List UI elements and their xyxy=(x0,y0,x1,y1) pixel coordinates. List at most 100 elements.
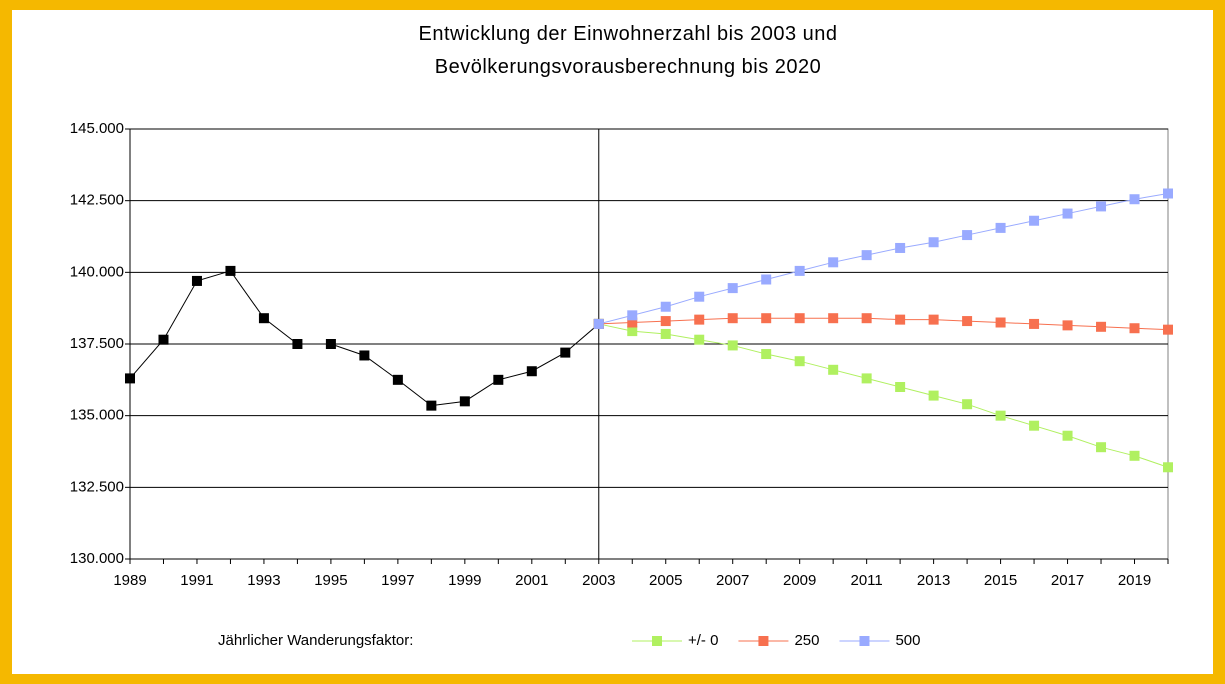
data-point xyxy=(158,334,169,345)
data-point xyxy=(325,339,336,349)
data-point xyxy=(392,374,403,385)
data-point xyxy=(694,314,705,325)
data-point xyxy=(895,242,906,253)
data-point xyxy=(727,313,738,324)
y-tick-label: 130.000 xyxy=(70,550,124,567)
data-point xyxy=(1129,194,1140,205)
data-point xyxy=(861,313,872,324)
data-point xyxy=(627,310,638,321)
data-point xyxy=(1129,450,1140,461)
series-line xyxy=(598,323,1169,468)
x-tick-label: 2011 xyxy=(851,572,883,589)
data-point xyxy=(928,390,939,401)
x-tick-label: 2007 xyxy=(716,572,749,589)
data-point xyxy=(660,301,671,312)
data-point xyxy=(627,326,638,337)
x-tick-label: 1999 xyxy=(448,572,481,589)
data-point xyxy=(694,334,705,345)
data-point xyxy=(962,399,973,410)
data-point xyxy=(962,230,973,241)
data-point xyxy=(1096,321,1107,332)
data-point xyxy=(828,257,839,268)
data-point xyxy=(995,222,1006,233)
x-tick-label: 1989 xyxy=(113,572,146,589)
x-tick-label: 2017 xyxy=(1051,572,1084,589)
y-tick-label: 142.500 xyxy=(70,192,124,209)
data-point xyxy=(828,364,839,375)
data-point xyxy=(292,339,303,349)
data-point xyxy=(593,318,604,329)
data-point xyxy=(258,313,269,324)
y-tick-label: 135.000 xyxy=(70,407,124,424)
data-point xyxy=(962,316,973,327)
data-point xyxy=(794,313,805,324)
data-point xyxy=(995,410,1006,421)
data-point xyxy=(761,313,772,324)
data-point xyxy=(1129,323,1140,334)
data-point xyxy=(660,328,671,339)
data-point xyxy=(995,317,1006,328)
data-point xyxy=(1163,188,1173,199)
data-point xyxy=(125,373,135,384)
chart-title: Entwicklung der Einwohnerzahl bis 2003 u… xyxy=(418,23,838,78)
x-tick-label: 1993 xyxy=(247,572,280,589)
data-point xyxy=(794,265,805,276)
data-point xyxy=(191,275,202,286)
x-tick-label: 2019 xyxy=(1118,572,1151,589)
legend-marker xyxy=(859,636,870,646)
data-point xyxy=(526,366,537,377)
data-point xyxy=(794,356,805,367)
data-point xyxy=(727,340,738,351)
y-tick-label: 137.500 xyxy=(70,335,124,352)
data-point xyxy=(861,250,872,261)
legend-label: 500 xyxy=(895,632,920,649)
y-tick-label: 132.500 xyxy=(70,478,124,495)
x-tick-label: 2013 xyxy=(917,572,950,589)
legend-title: Jährlicher Wanderungsfaktor: xyxy=(218,632,413,649)
x-tick-label: 2005 xyxy=(649,572,682,589)
data-point xyxy=(694,291,705,302)
data-point xyxy=(1096,442,1107,453)
data-point xyxy=(928,237,939,248)
x-tick-label: 2001 xyxy=(515,572,548,589)
legend-marker xyxy=(652,636,662,646)
data-point xyxy=(1062,208,1073,219)
data-point xyxy=(1062,320,1073,331)
x-tick-label: 2015 xyxy=(984,572,1017,589)
data-point xyxy=(225,265,236,276)
data-point xyxy=(426,400,437,411)
data-point xyxy=(627,317,638,328)
x-tick-label: 1991 xyxy=(180,572,213,589)
data-point xyxy=(895,382,906,392)
data-point xyxy=(660,316,671,327)
data-point xyxy=(727,283,738,294)
x-tick-label: 1997 xyxy=(381,572,414,589)
data-point xyxy=(459,396,470,407)
data-point xyxy=(828,313,839,324)
data-point xyxy=(1029,215,1040,226)
data-point xyxy=(895,314,906,325)
data-point xyxy=(861,373,872,384)
data-point xyxy=(560,347,571,358)
data-point xyxy=(1029,420,1040,431)
x-tick-label: 1995 xyxy=(314,572,347,589)
data-point xyxy=(761,274,772,285)
data-point xyxy=(359,350,370,361)
data-point xyxy=(1163,462,1173,473)
legend-marker xyxy=(758,636,769,646)
x-tick-label: 2009 xyxy=(783,572,816,589)
data-point xyxy=(1029,318,1040,329)
series-line xyxy=(598,193,1169,325)
data-point xyxy=(493,374,504,385)
data-point xyxy=(1096,201,1107,212)
series-line xyxy=(598,317,1169,331)
data-point xyxy=(1062,430,1073,441)
legend-label: 250 xyxy=(794,632,819,649)
y-tick-label: 140.000 xyxy=(70,263,124,280)
x-tick-label: 2003 xyxy=(582,572,615,589)
data-point xyxy=(1163,324,1173,335)
data-point xyxy=(761,349,772,360)
legend-label: +/- 0 xyxy=(688,632,718,649)
data-point xyxy=(928,314,939,325)
